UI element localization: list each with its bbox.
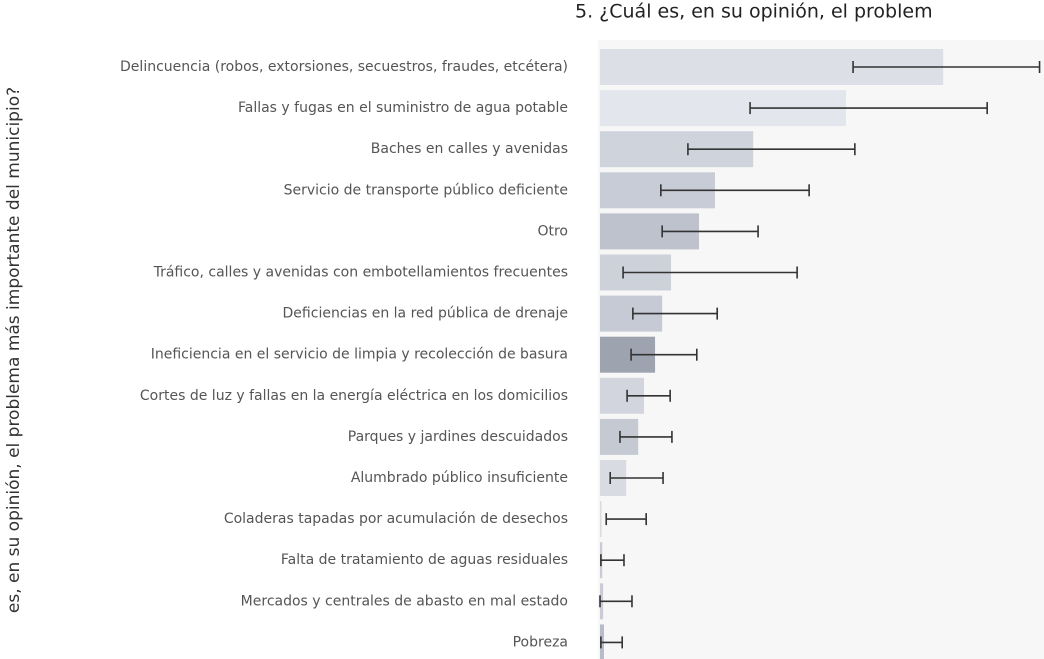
category-label: Cortes de luz y fallas en la energía elé…	[140, 388, 568, 404]
error-bar	[622, 266, 798, 279]
error-bar	[661, 225, 759, 238]
category-label: Coladeras tapadas por acumulación de des…	[224, 511, 568, 527]
category-label: Alumbrado público insuficiente	[351, 470, 568, 486]
category-label: Otro	[537, 223, 568, 239]
category-label: Fallas y fugas en el suministro de agua …	[238, 100, 568, 116]
error-bar	[687, 143, 856, 156]
error-bar	[605, 513, 647, 526]
error-bar	[660, 184, 810, 197]
category-label: Parques y jardines descuidados	[348, 429, 568, 445]
error-bar	[632, 307, 719, 320]
error-bar	[630, 348, 698, 361]
error-bar	[626, 389, 671, 402]
error-bar	[749, 102, 988, 115]
error-bar	[619, 430, 673, 443]
error-bar	[599, 595, 633, 608]
category-label: Servicio de transporte público deficient…	[284, 182, 568, 198]
category-label: Baches en calles y avenidas	[371, 141, 568, 157]
error-bar	[852, 61, 1041, 73]
chart-title: 5. ¿Cuál es, en su opinión, el problem	[575, 1, 933, 23]
category-label: Delincuencia (robos, extorsiones, secues…	[120, 59, 568, 75]
y-axis-label: es, en su opinión, el problema más impor…	[4, 87, 24, 613]
error-bar	[600, 554, 625, 567]
category-label: Mercados y centrales de abasto en mal es…	[241, 593, 568, 609]
category-label: Ineficiencia en el servicio de limpia y …	[151, 347, 568, 363]
error-bar	[600, 636, 624, 649]
error-bar	[609, 472, 664, 484]
bar	[600, 501, 602, 538]
category-label: Falta de tratamiento de aguas residuales	[281, 552, 568, 568]
category-label: Pobreza	[513, 634, 568, 650]
category-label: Deficiencias en la red pública de drenaj…	[283, 306, 568, 322]
category-label: Tráfico, calles y avenidas con embotella…	[153, 265, 568, 281]
